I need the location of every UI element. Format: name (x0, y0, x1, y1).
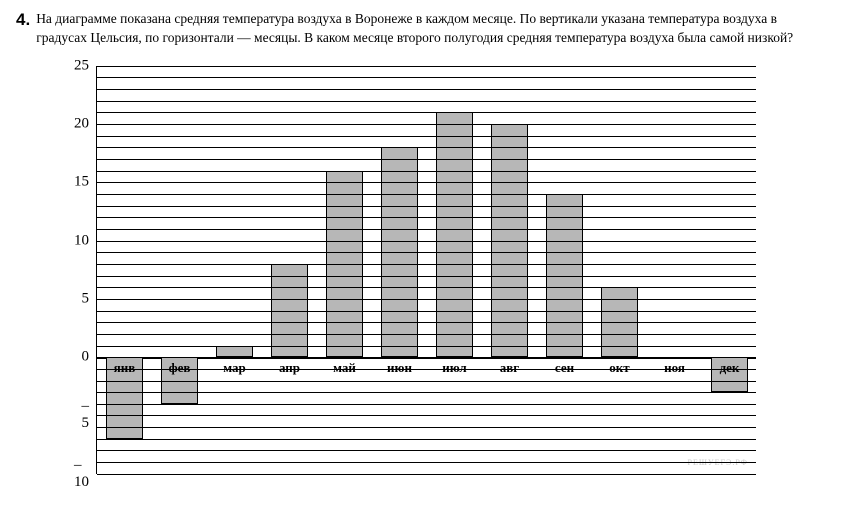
y-tick-label: 5 (82, 290, 90, 307)
gridline (97, 182, 756, 183)
gridline (97, 124, 756, 125)
gridline (97, 66, 756, 67)
gridline (97, 276, 756, 277)
gridline (97, 357, 756, 358)
gridline (97, 171, 756, 172)
gridline (97, 206, 756, 207)
gridline (97, 404, 756, 405)
gridline (97, 136, 756, 137)
gridline (97, 439, 756, 440)
gridline (97, 217, 756, 218)
gridline (97, 415, 756, 416)
question-number: 4. (16, 10, 30, 30)
gridline (97, 101, 756, 102)
chart-wrapper: янвфевмарапрмайиюниюлавгсеноктноядек РЕШ… (96, 66, 786, 474)
gridline (97, 77, 756, 78)
gridline (97, 159, 756, 160)
gridline (97, 299, 756, 300)
y-tick-label: 25 (74, 57, 89, 74)
gridline (97, 322, 756, 323)
y-tick-label: –5 (82, 398, 90, 432)
bar (436, 112, 473, 357)
bar (216, 346, 253, 358)
question-text: На диаграмме показана средняя температур… (36, 10, 828, 48)
bars-layer: янвфевмарапрмайиюниюлавгсеноктноядек (97, 66, 756, 474)
gridline (97, 450, 756, 451)
gridline (97, 264, 756, 265)
y-tick-label: 15 (74, 174, 89, 191)
gridline (97, 462, 756, 463)
gridline (97, 369, 756, 370)
gridline (97, 241, 756, 242)
gridline (97, 392, 756, 393)
gridline (97, 229, 756, 230)
chart-plot-area: янвфевмарапрмайиюниюлавгсеноктноядек РЕШ… (96, 66, 756, 474)
question-header: 4. На диаграмме показана средняя темпера… (16, 10, 828, 48)
gridline (97, 427, 756, 428)
y-tick-label: –10 (74, 457, 89, 491)
gridline (97, 194, 756, 195)
gridline (97, 252, 756, 253)
gridline (97, 112, 756, 113)
y-tick-label: 20 (74, 116, 89, 133)
gridline (97, 346, 756, 347)
gridline (97, 311, 756, 312)
y-tick-label: 10 (74, 232, 89, 249)
gridline (97, 474, 756, 475)
y-tick-label: 0 (82, 349, 90, 366)
gridline (97, 89, 756, 90)
gridline (97, 147, 756, 148)
gridline (97, 381, 756, 382)
gridline (97, 287, 756, 288)
gridline (97, 334, 756, 335)
